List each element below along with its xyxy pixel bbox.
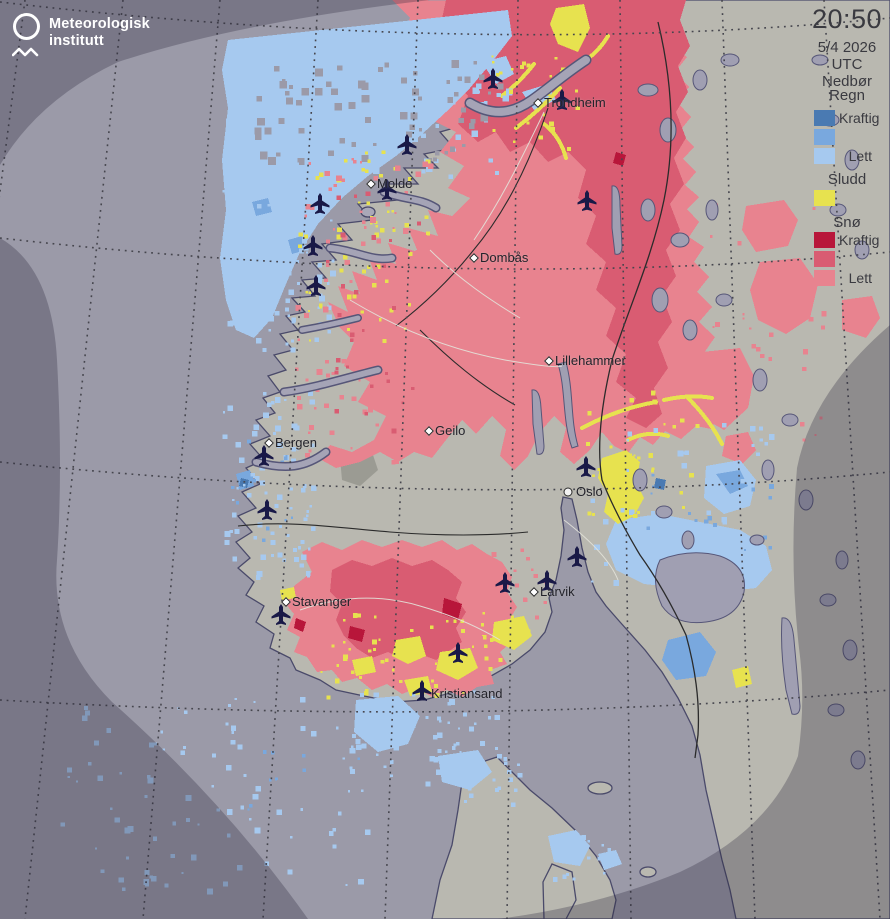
legend-sleet-title: Sludd — [827, 171, 867, 188]
logo-circle-icon — [13, 13, 40, 40]
borders — [237, 21, 700, 759]
clock-time: 20:50 — [811, 4, 883, 34]
legend-rain-heavy-label: Kraftig — [839, 110, 880, 126]
legend-panel: 20:50 5/4 2026 UTC Nedbør Regn Kraftig L… — [805, 0, 890, 300]
logo-text: Meteorologisk institutt — [49, 16, 150, 49]
legend-swatch-rain-light — [814, 148, 835, 164]
legend-swatch-snow-light — [814, 270, 835, 286]
legend-swatch-sleet — [814, 190, 835, 206]
legend-swatch-snow-heavy — [814, 232, 835, 248]
legend-rain-title: Regn — [829, 87, 865, 104]
logo-line1: Meteorologisk — [49, 16, 150, 32]
legend-swatch-snow-medium — [814, 251, 835, 267]
met-logo: Meteorologisk institutt — [12, 10, 182, 60]
logo-line2: institutt — [49, 32, 104, 49]
legend-rain-light-label: Lett — [848, 148, 872, 164]
legend-snow-heavy-label: Kraftig — [839, 232, 880, 248]
legend-swatch-rain-heavy — [814, 110, 835, 126]
precipitation — [60, 0, 880, 895]
inland-water — [251, 53, 870, 770]
legend-snow-title: Snø — [833, 214, 861, 231]
timezone: UTC — [831, 56, 863, 73]
logo-wave-icon — [12, 47, 39, 57]
date: 5/4 2026 — [817, 39, 877, 56]
product-name: Nedbør — [821, 73, 873, 90]
legend-swatch-rain-medium — [814, 129, 835, 145]
legend-snow-light-label: Lett — [848, 270, 872, 286]
